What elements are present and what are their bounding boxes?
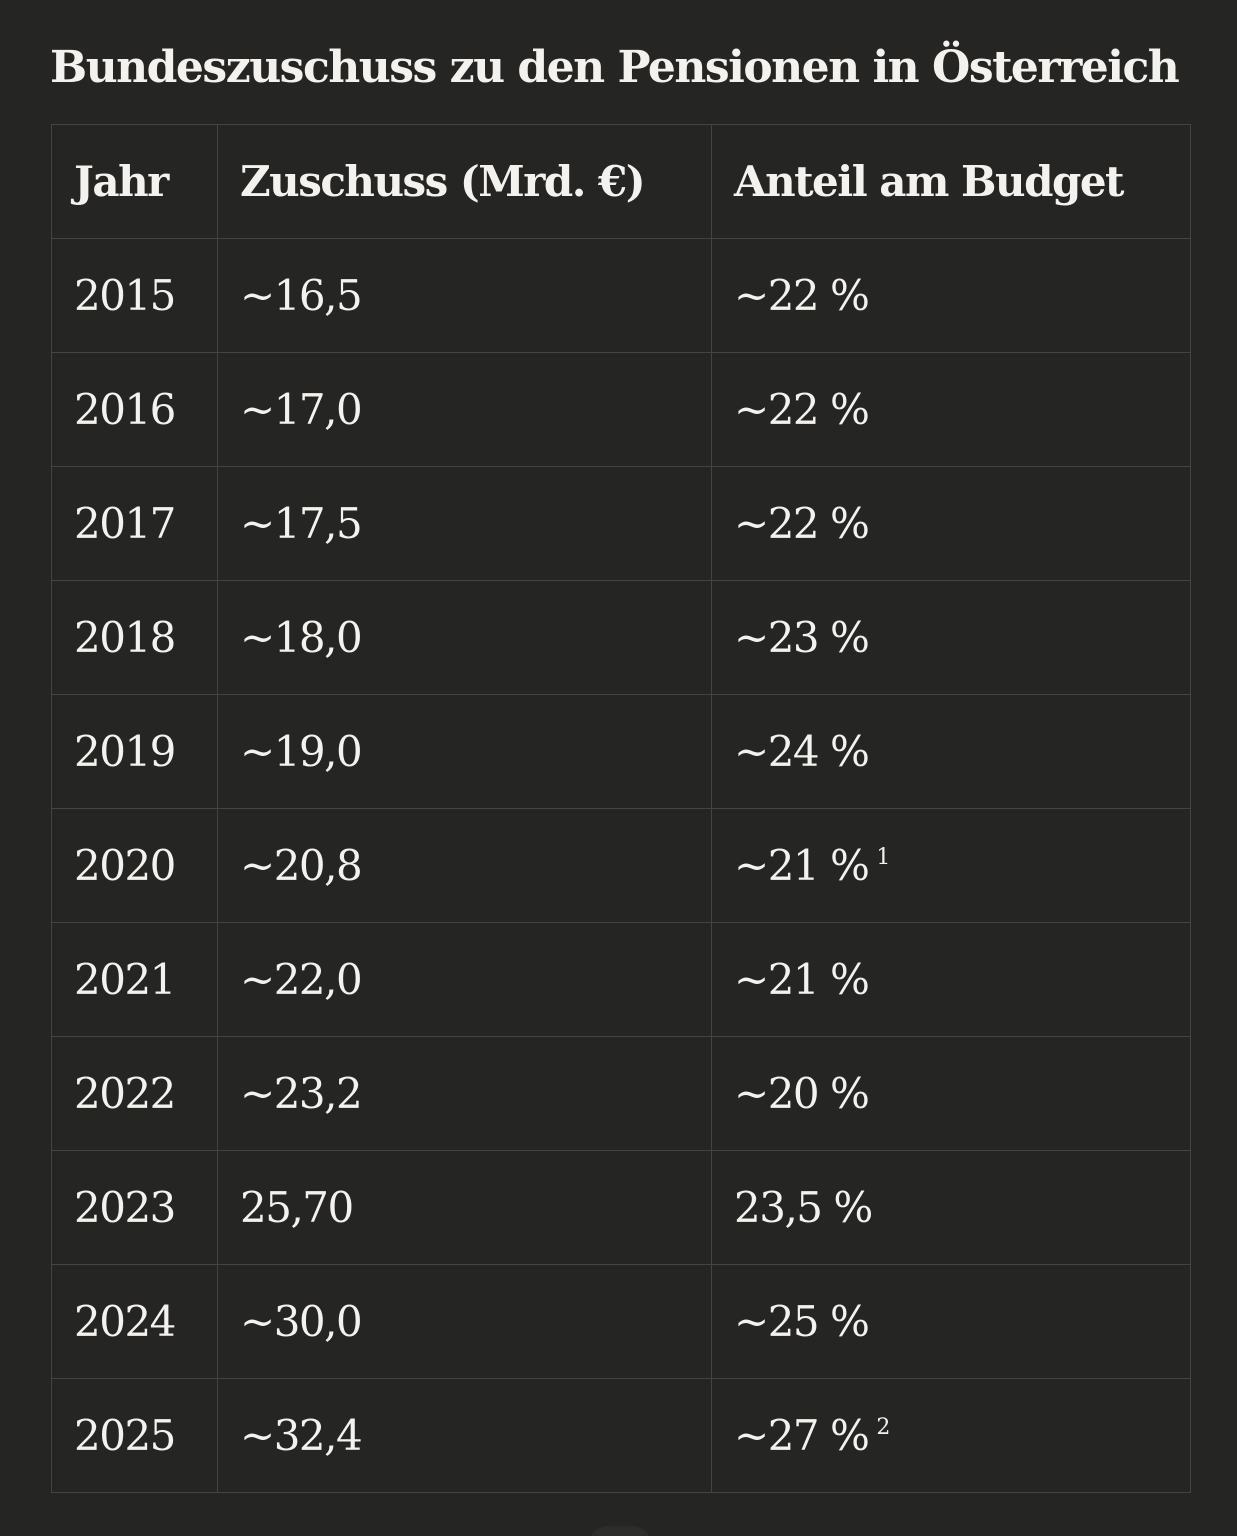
table-row: 2023 25,70 23,5 % xyxy=(51,1150,1191,1265)
share-value: ~23 % xyxy=(734,613,870,662)
cell-share: ~22 % xyxy=(711,352,1191,467)
column-header-year: Jahr xyxy=(51,124,218,239)
cell-share: 23,5 % xyxy=(711,1150,1191,1265)
share-value: ~21 % xyxy=(734,955,870,1004)
share-value: ~25 % xyxy=(734,1297,870,1346)
cell-year: 2015 xyxy=(51,238,218,353)
table-row: 2019 ~19,0 ~24 % xyxy=(51,694,1191,809)
cell-amount: ~17,0 xyxy=(217,352,712,467)
cell-year: 2017 xyxy=(51,466,218,581)
share-value: 23,5 % xyxy=(734,1183,873,1232)
cell-year: 2024 xyxy=(51,1264,218,1379)
cell-share: ~21 % 1 xyxy=(711,808,1191,923)
cell-amount: ~17,5 xyxy=(217,466,712,581)
share-value: ~27 % xyxy=(734,1411,870,1460)
table-row: 2020 ~20,8 ~21 % 1 xyxy=(51,808,1191,923)
cell-amount: ~20,8 xyxy=(217,808,712,923)
table-row: 2017 ~17,5 ~22 % xyxy=(51,466,1191,581)
table-row: 2015 ~16,5 ~22 % xyxy=(51,238,1191,353)
page-title: Bundeszuschuss zu den Pensionen in Öster… xyxy=(50,42,1180,93)
share-value: ~20 % xyxy=(734,1069,870,1118)
cell-year: 2023 xyxy=(51,1150,218,1265)
footnote-marker: 1 xyxy=(876,845,891,870)
share-value: ~24 % xyxy=(734,727,870,776)
cell-share: ~20 % xyxy=(711,1036,1191,1151)
cell-amount: ~32,4 xyxy=(217,1378,712,1493)
cell-year: 2025 xyxy=(51,1378,218,1493)
table-row: 2022 ~23,2 ~20 % xyxy=(51,1036,1191,1151)
cell-share: ~27 % 2 xyxy=(711,1378,1191,1493)
cell-year: 2021 xyxy=(51,922,218,1037)
cell-share: ~22 % xyxy=(711,466,1191,581)
table-row: 2016 ~17,0 ~22 % xyxy=(51,352,1191,467)
share-value: ~22 % xyxy=(734,499,870,548)
table-row: 2018 ~18,0 ~23 % xyxy=(51,580,1191,695)
cell-amount: ~18,0 xyxy=(217,580,712,695)
cell-amount: ~16,5 xyxy=(217,238,712,353)
share-value: ~22 % xyxy=(734,271,870,320)
cell-year: 2019 xyxy=(51,694,218,809)
cell-amount: 25,70 xyxy=(217,1150,712,1265)
cell-year: 2022 xyxy=(51,1036,218,1151)
scroll-handle xyxy=(588,1526,652,1536)
cell-share: ~24 % xyxy=(711,694,1191,809)
pension-subsidy-table: Jahr Zuschuss (Mrd. €) Anteil am Budget … xyxy=(51,124,1191,1493)
column-header-share: Anteil am Budget xyxy=(711,124,1191,239)
cell-year: 2016 xyxy=(51,352,218,467)
table-row: 2021 ~22,0 ~21 % xyxy=(51,922,1191,1037)
table-header-row: Jahr Zuschuss (Mrd. €) Anteil am Budget xyxy=(51,124,1191,239)
cell-share: ~23 % xyxy=(711,580,1191,695)
cell-share: ~22 % xyxy=(711,238,1191,353)
table-body: 2015 ~16,5 ~22 % 2016 ~17,0 ~22 % 2017 ~17,5 ~22… xyxy=(51,238,1191,1493)
share-value: ~22 % xyxy=(734,385,870,434)
table-row: 2024 ~30,0 ~25 % xyxy=(51,1264,1191,1379)
cell-share: ~25 % xyxy=(711,1264,1191,1379)
cell-amount: ~19,0 xyxy=(217,694,712,809)
cell-year: 2020 xyxy=(51,808,218,923)
cell-amount: ~23,2 xyxy=(217,1036,712,1151)
cell-share: ~21 % xyxy=(711,922,1191,1037)
footnote-marker: 2 xyxy=(876,1415,891,1440)
cell-year: 2018 xyxy=(51,580,218,695)
table-row: 2025 ~32,4 ~27 % 2 xyxy=(51,1378,1191,1493)
cell-amount: ~22,0 xyxy=(217,922,712,1037)
cell-amount: ~30,0 xyxy=(217,1264,712,1379)
column-header-amount: Zuschuss (Mrd. €) xyxy=(217,124,712,239)
share-value: ~21 % xyxy=(734,841,870,890)
